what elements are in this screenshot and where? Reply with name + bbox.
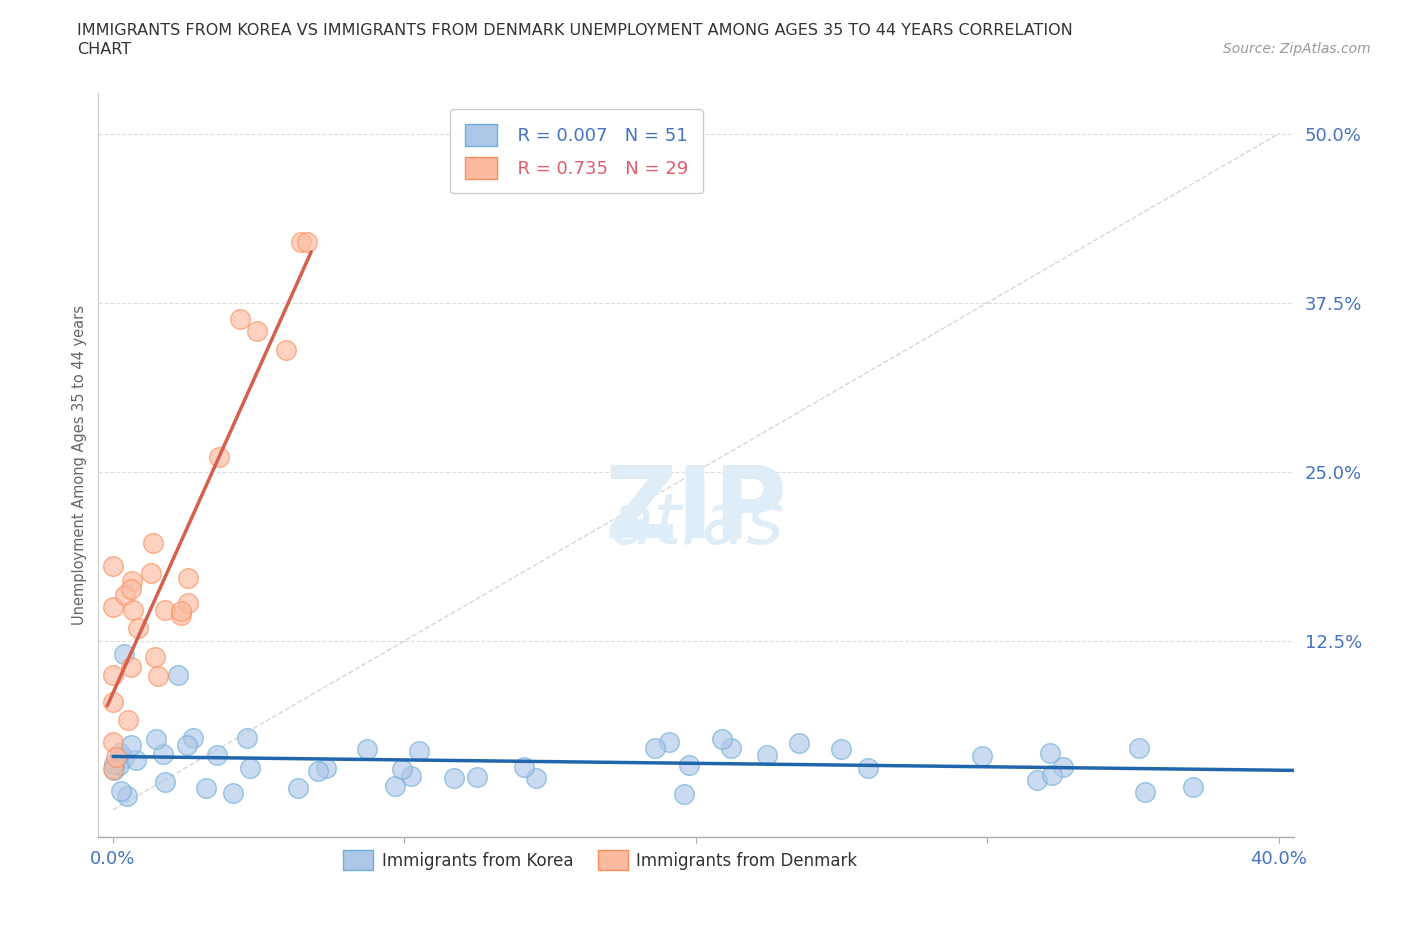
Point <box>112 751 135 765</box>
Point <box>108 757 131 772</box>
Point <box>101 600 124 615</box>
Point <box>141 535 163 550</box>
Point <box>205 748 228 763</box>
Point <box>103 757 125 772</box>
Point <box>315 761 337 776</box>
Point <box>101 762 124 777</box>
Point <box>146 669 169 684</box>
Point <box>1052 760 1074 775</box>
Point <box>120 582 142 597</box>
Point <box>658 735 681 750</box>
Point <box>117 789 139 804</box>
Point <box>176 737 198 752</box>
Point <box>208 449 231 464</box>
Point <box>125 753 148 768</box>
Point <box>831 741 853 756</box>
Point <box>143 650 166 665</box>
Point <box>152 747 174 762</box>
Point <box>384 779 406 794</box>
Point <box>177 596 200 611</box>
Point <box>229 312 252 326</box>
Text: IMMIGRANTS FROM KOREA VS IMMIGRANTS FROM DENMARK UNEMPLOYMENT AMONG AGES 35 TO 4: IMMIGRANTS FROM KOREA VS IMMIGRANTS FROM… <box>77 23 1073 38</box>
Point <box>121 573 143 588</box>
Point <box>120 660 142 675</box>
Point <box>176 570 198 585</box>
Point <box>110 783 132 798</box>
Point <box>1040 767 1063 782</box>
Point <box>127 620 149 635</box>
Point <box>756 748 779 763</box>
Point <box>524 770 547 785</box>
Point <box>1026 772 1049 787</box>
Point <box>295 234 318 249</box>
Point <box>644 740 666 755</box>
Point <box>356 742 378 757</box>
Point <box>678 757 700 772</box>
Point <box>166 667 188 682</box>
Point <box>245 324 267 339</box>
Point <box>181 731 204 746</box>
Text: Source: ZipAtlas.com: Source: ZipAtlas.com <box>1223 42 1371 56</box>
Point <box>139 566 162 581</box>
Point <box>121 603 143 618</box>
Point <box>110 746 132 761</box>
Point <box>401 768 423 783</box>
Point <box>155 775 177 790</box>
Point <box>195 781 218 796</box>
Point <box>101 667 124 682</box>
Point <box>720 740 742 755</box>
Point <box>307 764 329 778</box>
Point <box>236 730 259 745</box>
Point <box>112 647 135 662</box>
Point <box>169 608 191 623</box>
Point <box>170 604 193 618</box>
Point <box>117 713 139 728</box>
Point <box>408 744 430 759</box>
Point <box>114 587 136 602</box>
Point <box>1135 785 1157 800</box>
Point <box>287 780 309 795</box>
Point <box>513 760 536 775</box>
Text: ZIP: ZIP <box>605 461 787 558</box>
Point <box>710 732 733 747</box>
Point <box>856 761 879 776</box>
Point <box>155 603 177 618</box>
Point <box>1038 745 1060 760</box>
Point <box>290 234 312 249</box>
Point <box>103 763 125 777</box>
Point <box>120 737 142 752</box>
Point <box>443 771 465 786</box>
Point <box>1128 740 1150 755</box>
Point <box>101 559 124 574</box>
Point <box>789 736 811 751</box>
Text: atlas: atlas <box>609 490 783 559</box>
Point <box>222 786 245 801</box>
Point <box>101 735 124 750</box>
Point <box>1182 780 1205 795</box>
Point <box>391 762 413 777</box>
Text: CHART: CHART <box>77 42 131 57</box>
Point <box>672 787 695 802</box>
Point <box>239 760 262 775</box>
Point <box>467 769 489 784</box>
Point <box>274 343 297 358</box>
Y-axis label: Unemployment Among Ages 35 to 44 years: Unemployment Among Ages 35 to 44 years <box>72 305 87 625</box>
Point <box>970 749 993 764</box>
Legend: Immigrants from Korea, Immigrants from Denmark: Immigrants from Korea, Immigrants from D… <box>336 844 865 877</box>
Point <box>145 732 167 747</box>
Point <box>101 695 124 710</box>
Point <box>105 750 128 764</box>
